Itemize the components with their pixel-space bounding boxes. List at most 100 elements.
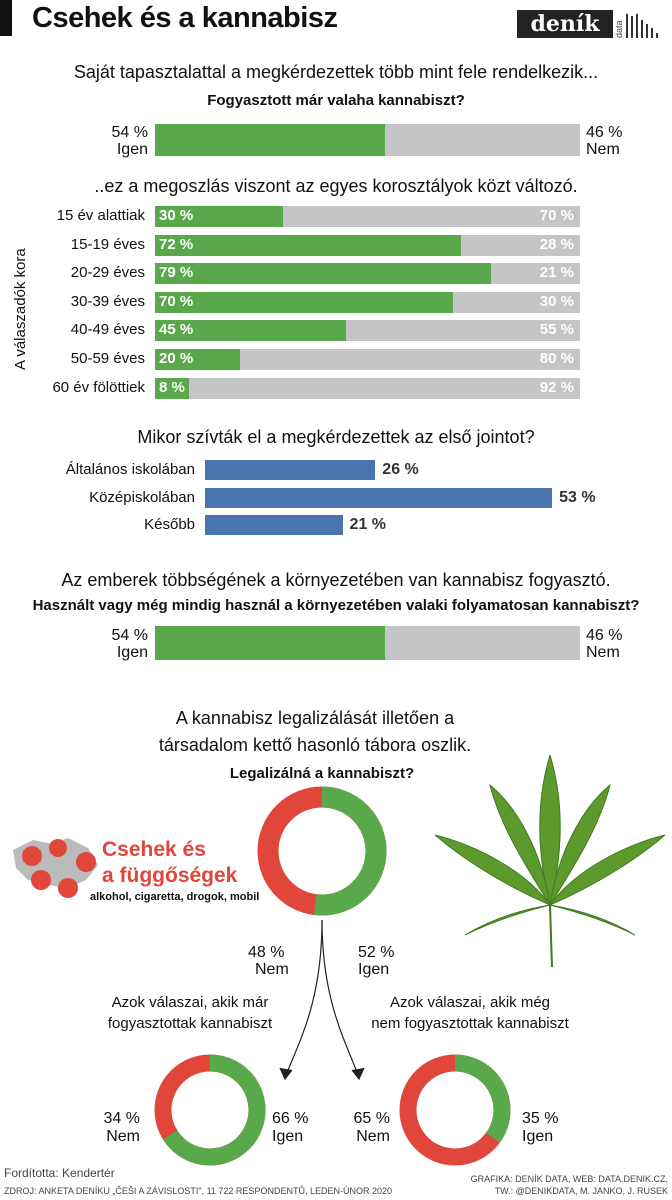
age-label: 20-29 éves: [70, 264, 145, 282]
legal-no-pct: 48 %: [248, 944, 285, 961]
left-caption-2: fogyasztottak kannabiszt: [107, 1015, 273, 1032]
age-yes-pct: 70 %: [159, 292, 194, 310]
users-no-label: Nem: [106, 1128, 140, 1145]
czech-map-icon: [13, 838, 98, 898]
age-yes-fill: [155, 291, 453, 313]
age-yes-fill: [155, 206, 283, 227]
age-bar: 45 % 55 %: [155, 320, 580, 342]
age-yes-pct: 8 %: [159, 378, 185, 396]
env-yes-label: Igen: [116, 644, 148, 661]
age-yes-pct: 20 %: [159, 350, 194, 367]
joint-bar: [205, 487, 553, 508]
joint-label: Később: [144, 516, 195, 533]
age-bar: 8 % 92 %: [155, 377, 580, 399]
age-no-pct: 70 %: [539, 207, 574, 224]
age-yes-pct: 30 %: [159, 207, 194, 224]
experience-yes-fill: [155, 124, 385, 156]
age-yes-pct: 79 %: [159, 264, 194, 282]
age-label: 15 év alattiak: [56, 207, 145, 224]
title-accent-bar: [0, 0, 12, 36]
users-yes-label: Igen: [272, 1128, 304, 1145]
section5-heading-1: A kannabisz legalizálását illetően a: [175, 708, 455, 728]
section4-heading: Az emberek többségének a környezetében v…: [61, 570, 611, 590]
section1-heading: Saját tapasztalattal a megkérdezettek tö…: [73, 62, 599, 82]
age-bar: 72 % 28 %: [155, 234, 580, 256]
legal-yes-label: Igen: [358, 961, 390, 978]
promo-title-1[interactable]: Csehek és: [102, 838, 206, 861]
env-yes-pct: 54 %: [111, 627, 148, 644]
section5-heading-2: társadalom kettő hasonló tábora oszlik.: [158, 735, 472, 755]
age-bar: 30 % 70 %: [155, 206, 580, 227]
age-yes-fill: [155, 377, 189, 399]
joint-value: 26 %: [382, 461, 419, 478]
experience-bar: [155, 124, 580, 156]
users-donut-yes-slice: [154, 1054, 266, 1166]
age-yes-pct: 72 %: [159, 235, 194, 253]
age-yes-fill: [155, 320, 347, 342]
nonusers-yes-pct: 35 %: [522, 1110, 559, 1127]
age-no-pct: 30 %: [539, 292, 574, 310]
joint-value: 53 %: [559, 488, 596, 506]
age-bar: 20 % 80 %: [155, 349, 580, 370]
section4-question: Használt vagy még mindig használ a körny…: [32, 597, 640, 614]
age-label: 30-39 éves: [70, 292, 145, 310]
age-yes-fill: [155, 234, 461, 256]
nonusers-no-pct: 65 %: [353, 1110, 390, 1127]
environment-bar: [155, 626, 580, 660]
no-label: Nem: [586, 141, 620, 158]
legal-no-label: Nem: [255, 961, 289, 978]
left-caption-1: Azok válaszai, akik már: [111, 994, 269, 1011]
graphics-credit-1: GRAFIKA: DENÍK DATA, WEB: DATA.DENIK.CZ,: [470, 1174, 668, 1184]
legal-yes-pct: 52 %: [358, 944, 395, 961]
age-bar: 70 % 30 %: [155, 291, 580, 313]
promo-title-2[interactable]: a függőségek: [102, 864, 238, 887]
denik-logo: deník: [517, 10, 613, 38]
joint-bar: [205, 460, 376, 480]
age-no-pct: 92 %: [539, 378, 574, 396]
age-yes-pct: 45 %: [159, 321, 194, 339]
environment-yes-fill: [155, 626, 385, 660]
age-label: 40-49 éves: [70, 321, 145, 339]
split-arrows: [279, 919, 365, 1081]
nonusers-yes-label: Igen: [522, 1128, 554, 1145]
age-no-pct: 21 %: [539, 264, 574, 282]
joint-label: Középiskolában: [89, 488, 195, 506]
page-title: Csehek és a kannabisz: [32, 2, 338, 34]
no-pct: 46 %: [586, 124, 623, 141]
section5-question: Legalizálná a kannabiszt?: [229, 765, 415, 782]
age-yes-fill: [155, 263, 491, 285]
env-no-pct: 46 %: [586, 627, 623, 644]
age-label: 60 év fölöttiek: [52, 378, 145, 396]
users-no-pct: 34 %: [103, 1110, 140, 1127]
translator-credit: Fordította: Kendertér: [4, 1166, 115, 1180]
promo-subtitle: alkohol, cigaretta, drogok, mobil: [90, 891, 260, 903]
users-yes-pct: 66 %: [272, 1110, 309, 1127]
age-label: 15-19 éves: [70, 235, 145, 253]
nonusers-donut-yes-slice: [399, 1054, 511, 1166]
section1-question: Fogyasztott már valaha kannabiszt?: [207, 92, 465, 109]
age-no-pct: 28 %: [539, 235, 574, 253]
section3-heading: Mikor szívták el a megkérdezettek az els…: [137, 427, 535, 447]
joint-value: 21 %: [349, 516, 387, 533]
logo-bars-icon: [626, 14, 658, 38]
joint-bar: [205, 515, 343, 535]
section2-heading: ..ez a megoszlás viszont az egyes korosz…: [94, 176, 578, 196]
cannabis-leaf-image: [434, 755, 666, 968]
graphics-credit-2: TW.: @DENIKDATA, M. JANKO, J. RUSEK: [494, 1186, 668, 1196]
nonusers-no-label: Nem: [356, 1128, 390, 1145]
source-note: ZDROJ: ANKETA DENÍKU „ČEŠI A ZÁVISLOSTI"…: [4, 1186, 392, 1196]
age-no-pct: 80 %: [539, 350, 574, 367]
age-no-pct: 55 %: [539, 321, 574, 339]
env-no-label: Nem: [586, 644, 620, 661]
joint-label: Általános iskolában: [65, 461, 195, 478]
right-caption-2: nem fogyasztottak kannabiszt: [371, 1015, 569, 1032]
age-bar: 79 % 21 %: [155, 263, 580, 285]
yes-pct: 54 %: [111, 124, 148, 141]
age-label: 50-59 éves: [70, 350, 145, 367]
age-yes-fill: [155, 349, 240, 370]
legalize-donut-yes-slice: [257, 786, 387, 916]
yes-label: Igen: [116, 141, 148, 158]
right-caption-1: Azok válaszai, akik még: [389, 994, 551, 1011]
